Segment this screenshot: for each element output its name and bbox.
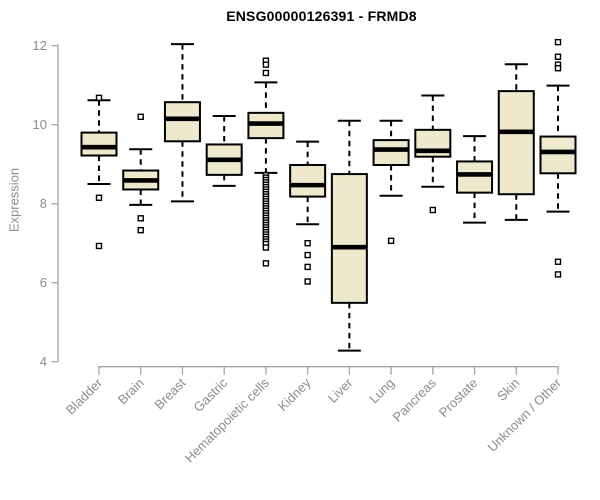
outlier-point xyxy=(554,53,562,60)
box-bladder xyxy=(80,94,118,250)
outlier-point xyxy=(95,94,103,102)
outlier-point xyxy=(262,69,270,77)
box-hematopoietic-cells xyxy=(247,57,285,267)
x-tick-label: Pancreas xyxy=(389,375,439,425)
y-tick-label: 8 xyxy=(40,196,47,211)
box-breast xyxy=(163,43,201,203)
outlier-point xyxy=(429,206,437,214)
x-tick-label: Brain xyxy=(115,375,147,407)
y-tick-label: 6 xyxy=(40,275,47,290)
x-tick-label: Bladder xyxy=(63,375,106,418)
y-tick-label: 12 xyxy=(33,38,47,53)
outlier-point xyxy=(554,258,562,265)
chart-title: ENSG00000126391 - FRMD8 xyxy=(226,8,417,24)
box-liver xyxy=(330,119,368,352)
box-unknown-other xyxy=(539,38,577,278)
outlier-point xyxy=(304,278,311,285)
y-tick-label: 4 xyxy=(40,354,47,369)
outlier-point xyxy=(554,38,562,46)
y-tick-label: 10 xyxy=(33,117,47,132)
outlier-point xyxy=(304,251,311,259)
x-tick-label: Unknown / Other xyxy=(485,375,565,455)
box-prostate xyxy=(456,135,494,224)
box-brain xyxy=(122,113,160,234)
box-lung xyxy=(372,119,410,245)
box-gastric xyxy=(205,115,243,187)
outlier-point xyxy=(387,237,395,245)
box-kidney xyxy=(289,140,327,285)
outlier-point xyxy=(262,260,270,267)
outlier-point xyxy=(262,244,270,251)
outlier-point xyxy=(137,113,144,121)
outlier-point xyxy=(95,194,103,201)
outlier-point xyxy=(137,226,144,234)
x-tick-label: Kidney xyxy=(275,375,314,414)
x-tick-label: Gastric xyxy=(191,375,231,415)
outlier-point xyxy=(95,242,103,250)
x-tick-label: Breast xyxy=(151,375,188,412)
x-tick-label: Liver xyxy=(325,375,356,406)
x-tick-label: Prostate xyxy=(436,375,481,420)
y-axis: 4 6 8 10 12 xyxy=(33,38,59,369)
x-tick-label: Skin xyxy=(494,375,522,403)
outlier-point xyxy=(262,61,270,68)
outlier-point xyxy=(304,263,311,271)
box-pancreas xyxy=(414,94,452,214)
outlier-point xyxy=(137,215,144,222)
outlier-point xyxy=(554,271,562,278)
outlier-point xyxy=(304,239,311,247)
x-tick-label: Lung xyxy=(366,375,397,406)
box-skin xyxy=(497,63,535,221)
outlier-point xyxy=(554,65,562,72)
